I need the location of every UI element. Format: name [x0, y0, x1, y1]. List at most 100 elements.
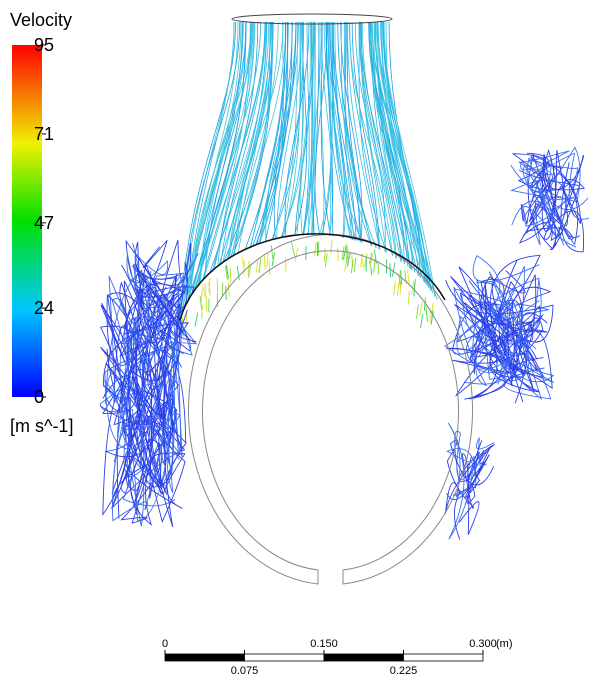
streamline: [456, 277, 555, 383]
streamline: [122, 270, 176, 507]
streamline: [329, 21, 332, 236]
streamline: [327, 21, 354, 241]
streamline: [99, 275, 176, 494]
streamline: [201, 283, 206, 298]
streamline: [281, 21, 304, 239]
streamline: [201, 304, 203, 319]
streamline: [369, 252, 374, 268]
streamline: [389, 263, 392, 278]
streamline: [391, 262, 396, 277]
streamline: [373, 21, 412, 270]
scale-label: 0: [162, 638, 168, 650]
streamline: [348, 21, 394, 257]
streamline: [197, 21, 262, 287]
streamline: [369, 260, 373, 275]
streamline: [346, 21, 373, 247]
streamline: [323, 247, 326, 262]
streamline: [446, 259, 553, 391]
streamline: [381, 21, 438, 301]
streamline: [208, 278, 211, 293]
streamline: [218, 21, 274, 267]
streamline: [125, 263, 185, 343]
streamline: [183, 21, 244, 309]
scale-segment: [164, 653, 245, 662]
streamline: [341, 245, 345, 260]
streamline: [244, 21, 286, 251]
streamline: [199, 21, 253, 285]
streamline: [211, 21, 270, 272]
colorbar-tick-label: 24: [34, 298, 54, 318]
streamline: [284, 21, 310, 238]
streamline: [351, 21, 380, 250]
streamline: [202, 21, 251, 281]
streamline: [393, 281, 396, 296]
streamline: [420, 313, 424, 328]
streamline: [314, 21, 328, 236]
streamline: [126, 243, 169, 352]
scale-segment: [323, 653, 404, 662]
streamline: [346, 21, 381, 250]
streamline: [229, 21, 271, 259]
streamline: [342, 245, 347, 260]
streamline: [388, 21, 430, 288]
streamline: [353, 257, 357, 272]
streamline: [331, 21, 357, 241]
scale-label: 0.150: [310, 638, 338, 650]
streamline: [247, 261, 250, 276]
streamline: [371, 21, 419, 276]
streamline: [361, 21, 398, 259]
streamline: [204, 282, 207, 297]
streamline: [276, 21, 303, 240]
streamline: [264, 21, 288, 243]
streamline: [396, 282, 400, 297]
streamline: [518, 150, 590, 220]
streamline: [296, 21, 304, 236]
streamline: [112, 303, 181, 507]
streamline: [446, 422, 487, 540]
streamline: [270, 244, 274, 259]
streamline: [111, 281, 180, 494]
streamline: [225, 265, 228, 280]
streamline: [313, 241, 317, 257]
streamline: [307, 21, 316, 236]
streamline: [358, 21, 387, 253]
streamline: [371, 21, 425, 282]
streamline: [358, 21, 402, 262]
colorbar-tick-label: 71: [34, 124, 54, 144]
streamline: [180, 21, 241, 318]
streamline: [330, 239, 333, 254]
streamline: [194, 312, 199, 327]
scale-label: 0.075: [231, 665, 259, 675]
streamline: [188, 21, 247, 300]
streamline: [266, 253, 269, 268]
streamline: [199, 295, 203, 311]
streamline: [375, 21, 430, 288]
legend-unit: [m s^-1]: [10, 416, 73, 436]
ring: [188, 234, 473, 585]
streamline: [265, 21, 297, 242]
streamline: [522, 150, 568, 242]
streamline: [311, 21, 315, 236]
streamline: [258, 258, 262, 273]
colorbar-tick-label: 47: [34, 213, 54, 233]
streamline: [511, 153, 585, 250]
streamline: [383, 21, 436, 297]
streamline: [227, 282, 230, 297]
streamline: [337, 21, 362, 243]
streamline: [407, 290, 410, 305]
streamline: [236, 265, 240, 281]
streamline: [431, 303, 434, 318]
streamline: [510, 159, 579, 239]
streamline: [370, 21, 405, 265]
streamline: [340, 21, 363, 243]
scale-segment: [244, 653, 325, 662]
streamline: [337, 247, 339, 262]
streamline: [446, 439, 495, 535]
colorbar-tick-label: 95: [34, 35, 54, 55]
streamline: [382, 21, 432, 291]
streamline: [225, 264, 230, 279]
scale-label: 0.300: [469, 638, 497, 650]
scale-label: 0.225: [390, 665, 418, 675]
streamline: [252, 21, 297, 247]
